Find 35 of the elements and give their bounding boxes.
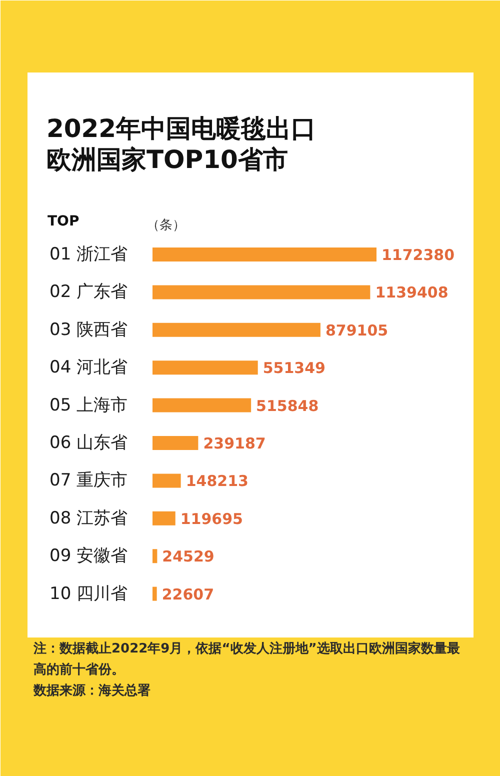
data-label: 148213 bbox=[186, 472, 248, 490]
text: 注：数据截止2022年9月，依据“收发人注册地”选取出口欧洲国家数量最高的前十省份。 bbox=[32, 640, 460, 678]
data-label: 119695 bbox=[180, 510, 243, 528]
y-tick-label: 08 江苏省 bbox=[50, 508, 128, 528]
data-label: 1172380 bbox=[382, 246, 455, 264]
bar bbox=[152, 285, 370, 300]
data-label: 1139408 bbox=[375, 284, 448, 302]
y-tick-label: 07 重庆市 bbox=[50, 470, 128, 491]
data-label: 551349 bbox=[262, 359, 326, 378]
data-label: 239187 bbox=[203, 434, 266, 452]
bar bbox=[152, 436, 198, 450]
y-tick-label: 09 安徽省 bbox=[50, 546, 128, 566]
x-axis-title: （条） bbox=[146, 218, 186, 233]
bar bbox=[152, 586, 157, 601]
y-tick-label: 10 四川省 bbox=[50, 584, 128, 604]
y-tick-label: 03 陕西省 bbox=[50, 320, 128, 340]
bar bbox=[152, 511, 176, 526]
y-axis-title: TOP bbox=[48, 214, 80, 230]
bar bbox=[152, 360, 258, 375]
bar bbox=[152, 398, 252, 412]
bar bbox=[152, 474, 181, 488]
source-note: 数据来源：海关总署 bbox=[32, 682, 150, 698]
y-tick-label: 02 广东省 bbox=[50, 282, 128, 302]
data-label: 879105 bbox=[325, 321, 388, 340]
y-tick-label: 01 浙江省 bbox=[50, 244, 128, 264]
bar bbox=[152, 322, 320, 337]
y-tick-label: 06 山东省 bbox=[50, 433, 128, 453]
bar bbox=[152, 248, 376, 262]
data-label: 515848 bbox=[256, 396, 319, 415]
y-tick-label: 05 上海市 bbox=[50, 395, 128, 416]
y-tick-label: 04 河北省 bbox=[50, 358, 128, 378]
data-label: 22607 bbox=[162, 585, 214, 604]
data-label: 24529 bbox=[162, 548, 214, 566]
bar bbox=[152, 549, 158, 564]
chart-title: 2022年中国电暖毯出口欧洲国家TOP10省市 bbox=[46, 114, 316, 174]
